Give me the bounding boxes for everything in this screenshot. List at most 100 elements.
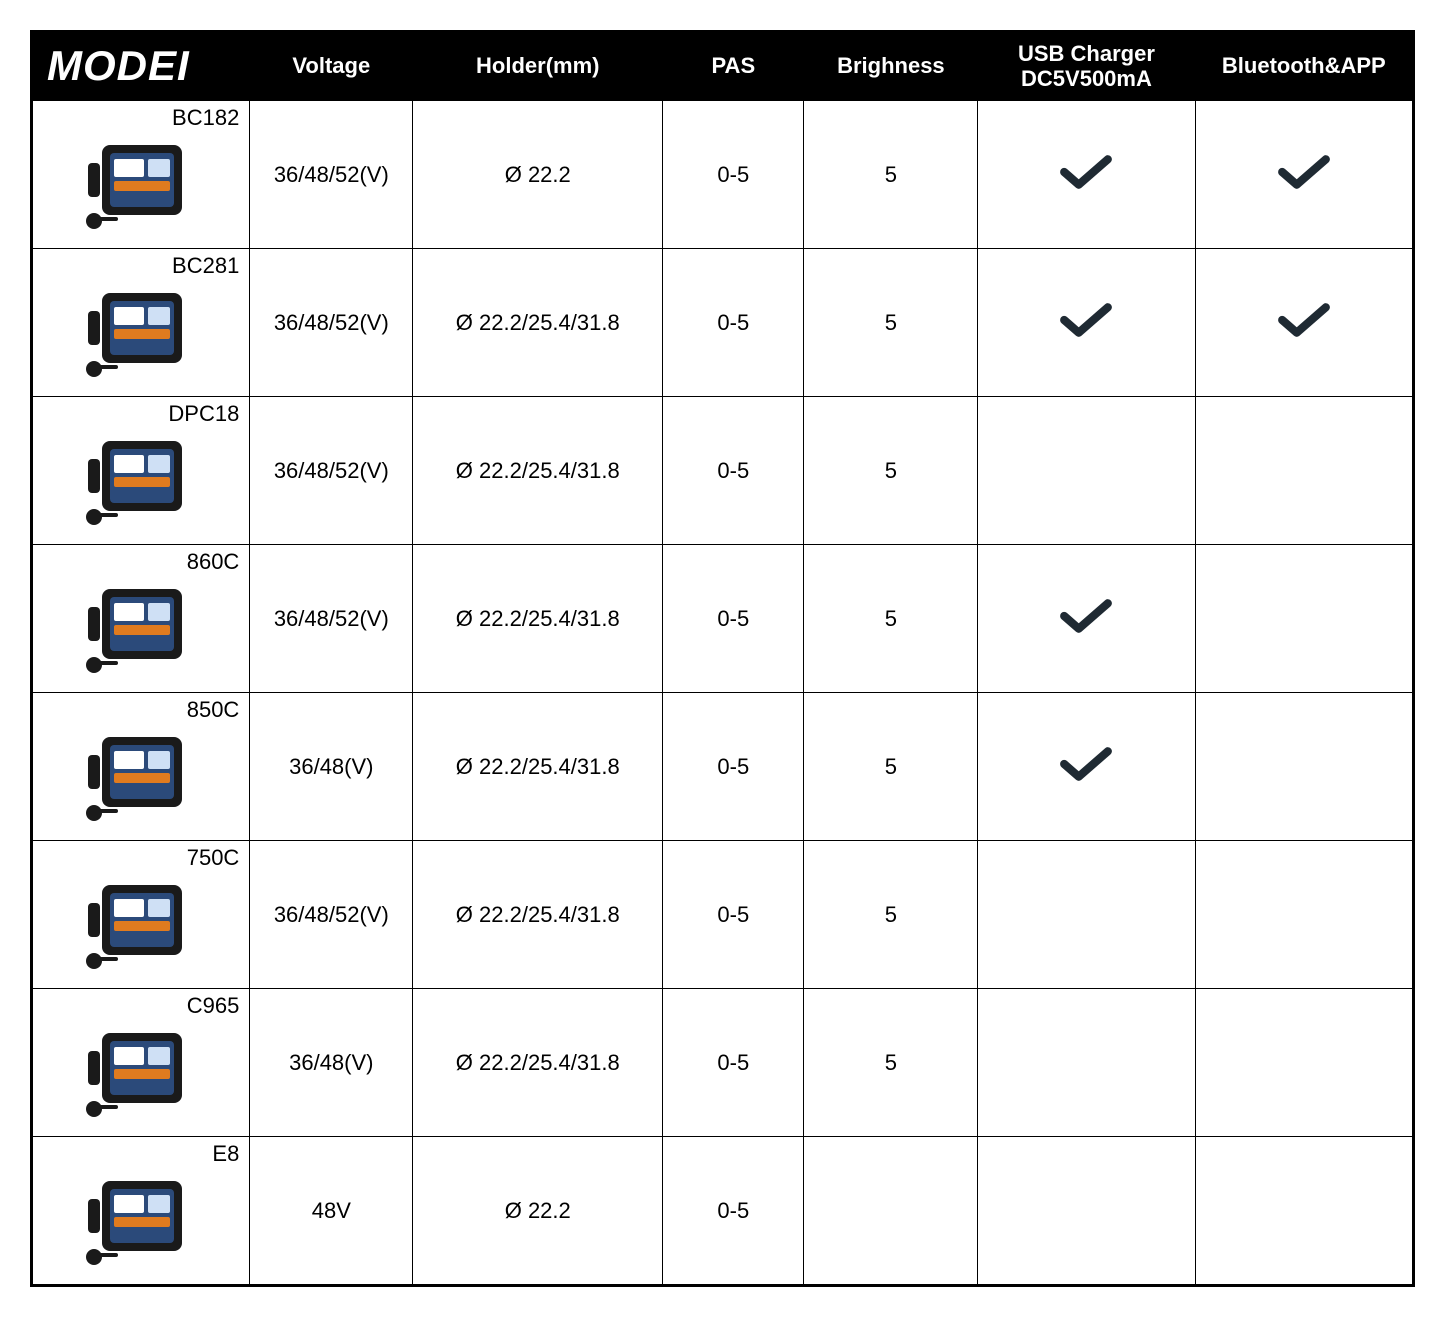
cell-bluetooth [1195, 693, 1412, 841]
cell-pas: 0-5 [663, 693, 804, 841]
cell-brightness: 5 [804, 989, 978, 1137]
device-placeholder [74, 873, 204, 973]
table-row: C96536/48(V)Ø 22.2/25.4/31.80-55 [33, 989, 1413, 1137]
table-row: 860C36/48/52(V)Ø 22.2/25.4/31.80-55 [33, 545, 1413, 693]
cell-voltage: 48V [250, 1137, 413, 1285]
header-voltage: Voltage [250, 33, 413, 101]
device-image [74, 725, 204, 825]
cell-usb [978, 841, 1195, 989]
model-label: E8 [212, 1141, 239, 1167]
cell-pas: 0-5 [663, 989, 804, 1137]
cell-pas: 0-5 [663, 545, 804, 693]
table-row: BC281 36/48/52(V)Ø 22.2/25.4/31.80-55 [33, 249, 1413, 397]
check-icon [1058, 596, 1114, 636]
cell-usb [978, 545, 1195, 693]
cell-pas: 0-5 [663, 101, 804, 249]
cell-model: C965 [33, 989, 250, 1137]
cell-bluetooth [1195, 841, 1412, 989]
cell-usb [978, 101, 1195, 249]
device-placeholder [74, 577, 204, 677]
cell-voltage: 36/48/52(V) [250, 249, 413, 397]
table-row: BC182 36/48/52(V)Ø 22.20-55 [33, 101, 1413, 249]
check-icon [1276, 152, 1332, 192]
cell-bluetooth [1195, 545, 1412, 693]
header-bluetooth: Bluetooth&APP [1195, 33, 1412, 101]
cell-usb [978, 249, 1195, 397]
cell-pas: 0-5 [663, 249, 804, 397]
cell-model: 750C [33, 841, 250, 989]
cell-brightness: 5 [804, 397, 978, 545]
header-pas: PAS [663, 33, 804, 101]
cell-bluetooth [1195, 1137, 1412, 1285]
model-label: 860C [187, 549, 240, 575]
cell-brightness: 5 [804, 693, 978, 841]
cell-holder: Ø 22.2/25.4/31.8 [413, 693, 663, 841]
cell-pas: 0-5 [663, 397, 804, 545]
table-row: 850C 36/48(V)Ø 22.2/25.4/31.80-55 [33, 693, 1413, 841]
cell-brightness: 5 [804, 249, 978, 397]
cell-bluetooth [1195, 989, 1412, 1137]
table-row: E8 48VØ 22.20-5 [33, 1137, 1413, 1285]
cell-voltage: 36/48/52(V) [250, 397, 413, 545]
table-header-row: MODEI Voltage Holder(mm) PAS Brighness U… [33, 33, 1413, 101]
cell-holder: Ø 22.2/25.4/31.8 [413, 249, 663, 397]
cell-usb [978, 397, 1195, 545]
check-icon [1058, 744, 1114, 784]
cell-holder: Ø 22.2/25.4/31.8 [413, 989, 663, 1137]
cell-model: BC182 [33, 101, 250, 249]
spec-table: MODEI Voltage Holder(mm) PAS Brighness U… [32, 32, 1413, 1285]
device-placeholder [74, 1021, 204, 1121]
cell-brightness [804, 1137, 978, 1285]
cell-bluetooth [1195, 249, 1412, 397]
device-image [74, 133, 204, 233]
cell-pas: 0-5 [663, 1137, 804, 1285]
cell-holder: Ø 22.2/25.4/31.8 [413, 397, 663, 545]
check-icon [1276, 300, 1332, 340]
cell-voltage: 36/48(V) [250, 693, 413, 841]
model-label: BC182 [172, 105, 239, 131]
model-label: DPC18 [168, 401, 239, 427]
device-image [74, 281, 204, 381]
cell-holder: Ø 22.2 [413, 101, 663, 249]
table-row: 750C36/48/52(V)Ø 22.2/25.4/31.80-55 [33, 841, 1413, 989]
check-icon [1058, 300, 1114, 340]
table-row: DPC18 36/48/52(V)Ø 22.2/25.4/31.80-55 [33, 397, 1413, 545]
header-holder: Holder(mm) [413, 33, 663, 101]
comparison-table: MODEI Voltage Holder(mm) PAS Brighness U… [30, 30, 1415, 1287]
header-model: MODEI [33, 33, 250, 101]
device-placeholder [74, 133, 204, 233]
device-image [74, 429, 204, 529]
cell-pas: 0-5 [663, 841, 804, 989]
header-brightness: Brighness [804, 33, 978, 101]
device-placeholder [74, 725, 204, 825]
cell-bluetooth [1195, 101, 1412, 249]
cell-usb [978, 1137, 1195, 1285]
cell-voltage: 36/48/52(V) [250, 101, 413, 249]
device-placeholder [74, 1169, 204, 1269]
cell-model: E8 [33, 1137, 250, 1285]
device-image [74, 1021, 204, 1121]
device-placeholder [74, 281, 204, 381]
cell-brightness: 5 [804, 101, 978, 249]
cell-voltage: 36/48/52(V) [250, 545, 413, 693]
check-icon [1058, 152, 1114, 192]
cell-holder: Ø 22.2/25.4/31.8 [413, 545, 663, 693]
cell-bluetooth [1195, 397, 1412, 545]
model-label: 850C [187, 697, 240, 723]
model-label: C965 [187, 993, 240, 1019]
device-image [74, 1169, 204, 1269]
cell-holder: Ø 22.2/25.4/31.8 [413, 841, 663, 989]
model-label: 750C [187, 845, 240, 871]
device-image [74, 873, 204, 973]
cell-holder: Ø 22.2 [413, 1137, 663, 1285]
cell-model: DPC18 [33, 397, 250, 545]
header-usb: USB Charger DC5V500mA [978, 33, 1195, 101]
cell-model: BC281 [33, 249, 250, 397]
device-placeholder [74, 429, 204, 529]
cell-usb [978, 989, 1195, 1137]
cell-model: 860C [33, 545, 250, 693]
table-body: BC18236/48/52(V)Ø 22.20-55BC28136/48/52(… [33, 101, 1413, 1285]
cell-model: 850C [33, 693, 250, 841]
cell-usb [978, 693, 1195, 841]
model-label: BC281 [172, 253, 239, 279]
